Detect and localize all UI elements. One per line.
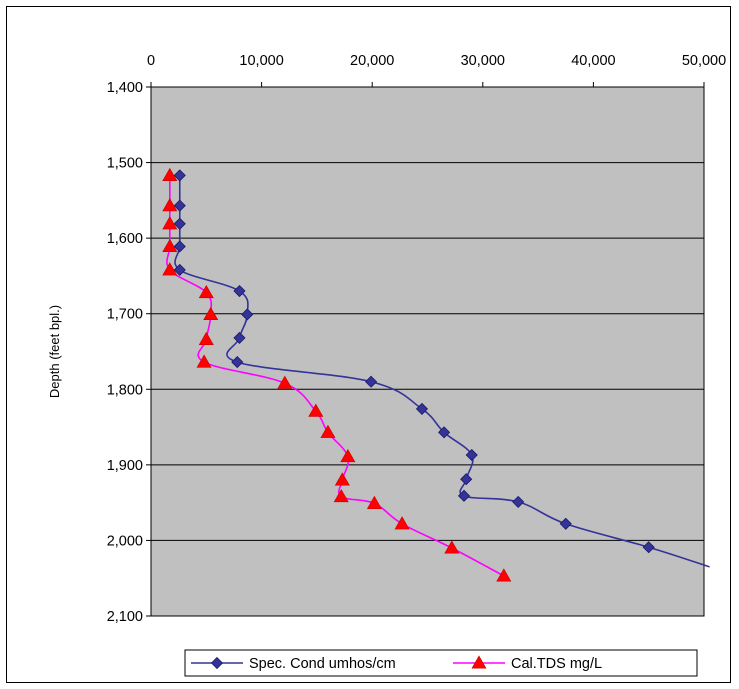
data-point <box>162 198 178 212</box>
x-tick-label: 50,000 <box>682 53 726 69</box>
data-point <box>333 488 349 503</box>
x-tick-label: 40,000 <box>571 53 615 69</box>
x-tick-label: 30,000 <box>461 53 505 69</box>
y-tick-label: 2,100 <box>107 609 143 625</box>
series-1 <box>173 169 710 568</box>
data-point <box>173 217 186 230</box>
x-tick-label: 0 <box>147 53 155 69</box>
data-point <box>233 284 246 298</box>
data-point <box>340 448 356 463</box>
data-point <box>308 403 324 417</box>
data-point <box>496 568 512 582</box>
y-tick-label: 1,600 <box>107 231 143 247</box>
data-point <box>198 331 214 345</box>
data-point <box>173 169 186 182</box>
x-tick-label: 10,000 <box>239 53 283 69</box>
depth-profile-chart: 1,400 1,500 1,600 1,700 1,800 1,900 2,000 2,100… <box>47 53 726 677</box>
data-point <box>366 495 382 509</box>
legend-entry-1: Spec. Cond umhos/cm <box>191 656 396 672</box>
data-point <box>162 167 178 181</box>
data-point <box>162 238 178 253</box>
legend-marker <box>471 655 487 669</box>
data-point <box>512 495 525 508</box>
data-point <box>465 448 478 462</box>
x-tick-label: 20,000 <box>350 53 394 69</box>
data-point <box>173 199 186 212</box>
axes: 1,400 1,500 1,600 1,700 1,800 1,900 2,000 2,100… <box>107 53 726 625</box>
y-tick-label: 1,900 <box>107 458 143 474</box>
data-point <box>173 240 186 253</box>
data-point <box>241 308 254 321</box>
data-point <box>320 424 336 438</box>
data-point <box>457 489 471 502</box>
series-layer <box>162 167 710 582</box>
y-axis-title: Depth (feet bpl.) <box>47 305 62 398</box>
data-point <box>162 262 178 276</box>
y-tick-label: 1,700 <box>107 307 143 323</box>
data-point <box>198 284 214 299</box>
legend-marker <box>210 656 224 670</box>
plot-area <box>150 86 705 617</box>
data-point <box>231 356 244 369</box>
data-point <box>196 354 212 368</box>
data-point <box>394 516 410 530</box>
data-point <box>334 472 350 486</box>
data-point <box>173 263 186 276</box>
series-2 <box>162 167 512 582</box>
y-tick-label: 1,500 <box>107 156 143 172</box>
data-point <box>365 375 378 388</box>
legend-label: Cal.TDS mg/L <box>511 656 602 672</box>
data-point <box>460 473 473 486</box>
data-point <box>642 541 655 554</box>
y-tick-label: 2,000 <box>107 533 143 549</box>
y-tick-label: 1,400 <box>107 80 143 96</box>
data-point <box>444 540 460 554</box>
legend-box <box>184 649 698 677</box>
data-point <box>415 402 429 415</box>
legend-label: Spec. Cond umhos/cm <box>249 656 396 672</box>
data-point <box>233 331 246 344</box>
legend-entry-2: Cal.TDS mg/L <box>453 655 602 672</box>
data-point <box>438 426 451 439</box>
data-point <box>162 216 178 230</box>
data-point <box>277 375 293 389</box>
data-point <box>559 517 572 530</box>
legend: Spec. Cond umhos/cm Cal.TDS mg/L <box>184 649 698 677</box>
data-point <box>203 306 219 321</box>
y-tick-label: 1,800 <box>107 382 143 398</box>
chart-frame: 1,400 1,500 1,600 1,700 1,800 1,900 2,000 2,100… <box>6 6 731 683</box>
